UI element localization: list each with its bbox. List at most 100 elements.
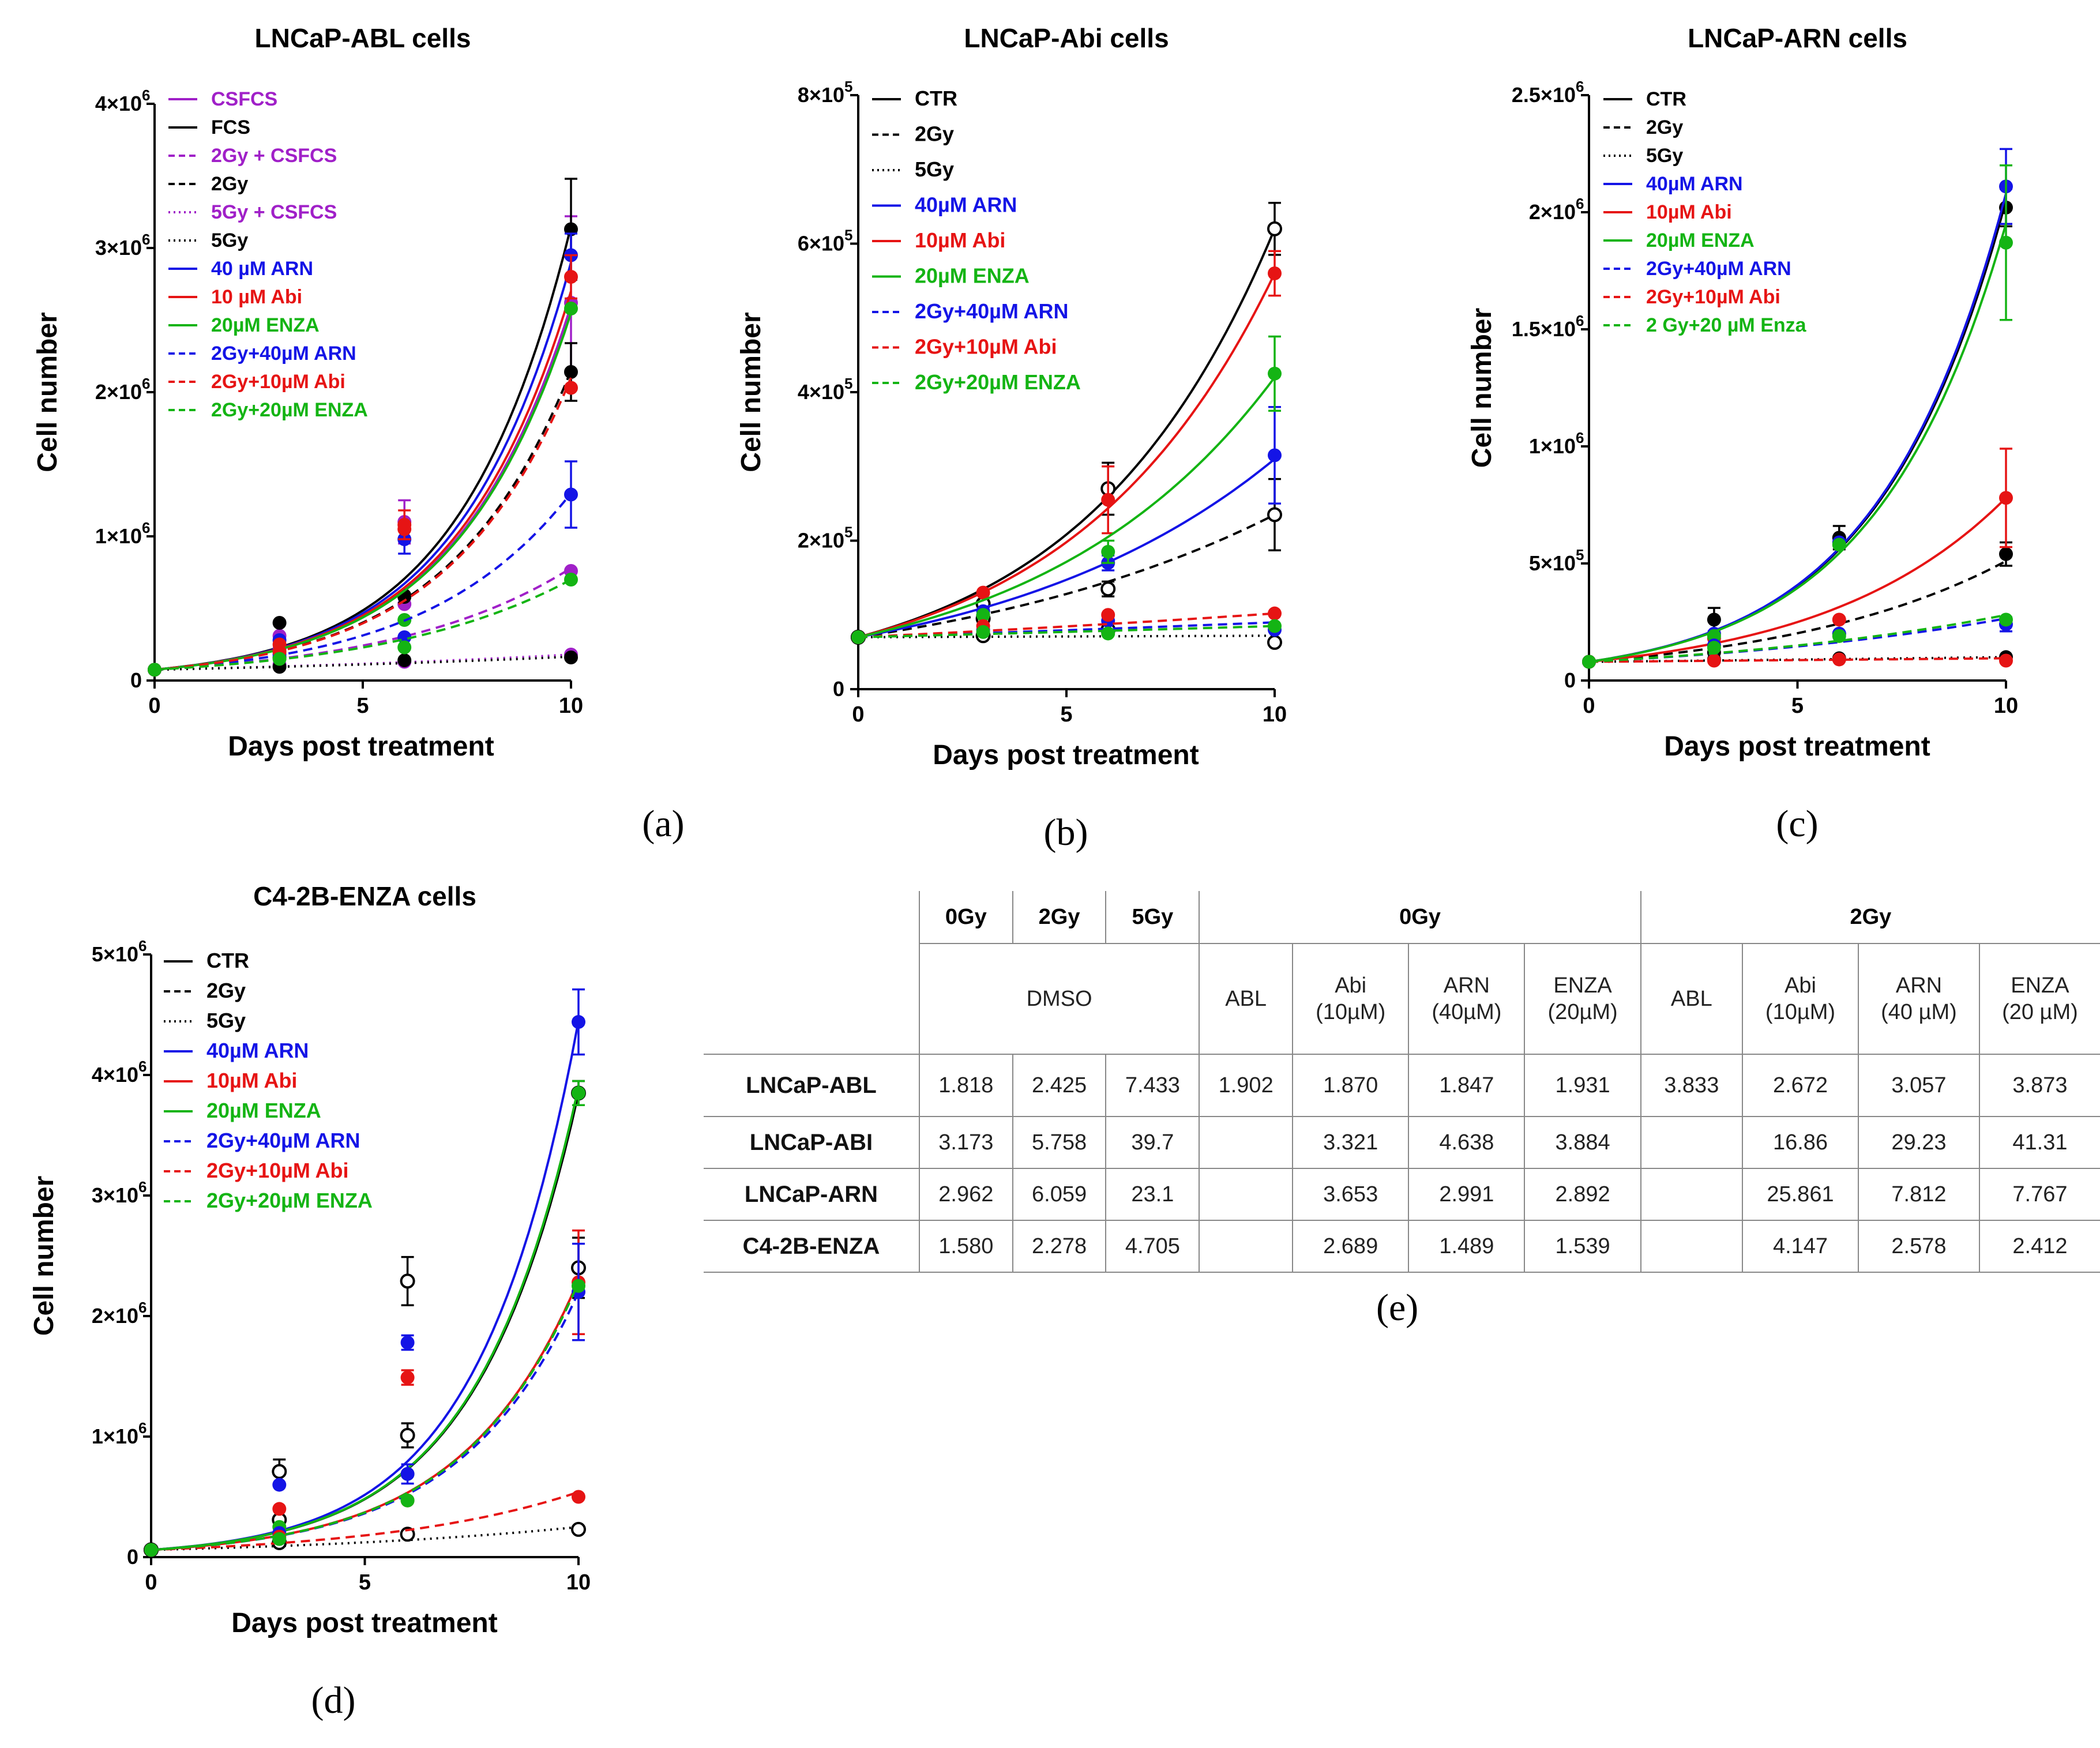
row-label: LNCaP-ABI	[704, 1117, 919, 1169]
y-tick-label: 4×10	[798, 380, 844, 404]
series-line	[154, 578, 572, 671]
series-line	[154, 492, 572, 671]
table-cell: 41.31	[1978, 1117, 2100, 1169]
series-group	[1582, 148, 2013, 669]
table-cell: 29.23	[1858, 1117, 1979, 1169]
legend-label: 2Gy + CSFCS	[211, 145, 337, 167]
table-cell: 4.147	[1741, 1220, 1859, 1273]
data-point	[1999, 491, 2013, 505]
y-tick-exponent: 6	[142, 519, 150, 536]
legend-label: 2Gy	[206, 979, 246, 1002]
series-line	[858, 513, 1275, 638]
x-tick-label: 10	[559, 694, 583, 718]
series-group	[851, 622, 1282, 650]
legend-label: 20µM ENZA	[1646, 230, 1755, 251]
series-group	[148, 342, 578, 677]
data-point	[400, 1335, 415, 1349]
data-point	[1268, 619, 1282, 633]
y-tick-label: 2×10	[798, 529, 844, 552]
legend-label: CTR	[1646, 88, 1686, 110]
series-group	[144, 1279, 585, 1557]
table-cell: 3.057	[1858, 1054, 1979, 1117]
panel-label-e: (e)	[1376, 1287, 1419, 1329]
y-tick-exponent: 6	[138, 1299, 146, 1316]
table-cell: 4.705	[1105, 1220, 1200, 1273]
series-group	[1582, 612, 2013, 669]
chart-title: LNCaP-ARN cells	[1688, 23, 1907, 53]
row-label: C4-2B-ENZA	[704, 1220, 919, 1273]
table-cell: 16.86	[1741, 1117, 1859, 1169]
y-tick-exponent: 5	[844, 524, 852, 541]
data-point	[397, 522, 412, 536]
series-line	[1588, 497, 2007, 663]
table-cell: 2.578	[1858, 1220, 1979, 1273]
table-cell	[1640, 1220, 1742, 1273]
table-cell: 1.847	[1408, 1054, 1525, 1117]
data-point	[564, 487, 578, 502]
legend-label: 40µM ARN	[206, 1039, 309, 1062]
header-corner	[704, 891, 919, 943]
series-line	[1588, 617, 2007, 663]
data-point	[272, 1478, 287, 1492]
legend-label: 20µM ENZA	[206, 1099, 321, 1122]
legend-label: 2Gy+10µM Abi	[1646, 286, 1780, 308]
table-cell	[1199, 1220, 1293, 1273]
x-tick-label: 10	[1263, 702, 1287, 727]
legend-label: 10 µM Abi	[211, 286, 302, 308]
table-cell: 39.7	[1105, 1117, 1200, 1169]
legend-label: 5Gy	[1646, 145, 1683, 167]
y-tick-exponent: 6	[142, 375, 150, 392]
data-point	[397, 653, 412, 667]
legend-label: 2Gy+20µM ENZA	[915, 370, 1081, 394]
legend-label: 10µM Abi	[1646, 201, 1732, 223]
table-cell: 2.412	[1978, 1220, 2100, 1273]
header-sub: ARN (40µM)	[1408, 943, 1525, 1055]
y-tick-exponent: 5	[844, 227, 852, 244]
data-point	[564, 302, 578, 315]
table-cell: 2.689	[1292, 1220, 1409, 1273]
table-cell	[1640, 1168, 1742, 1221]
data-point	[148, 663, 161, 677]
series-group	[1582, 541, 2013, 669]
table-cell: 1.539	[1524, 1220, 1641, 1273]
legend-label: 2Gy+10µM Abi	[211, 371, 345, 393]
table-header-top: 0Gy 2Gy 5Gy 0Gy 2Gy	[704, 891, 2100, 944]
y-tick-label: 2×10	[1529, 200, 1576, 224]
series-line	[858, 228, 1276, 638]
legend-label: CTR	[915, 87, 957, 110]
header-corner-sub	[704, 943, 919, 1055]
y-axis-label: Cell number	[32, 312, 63, 472]
x-tick-label: 10	[566, 1570, 591, 1595]
data-point	[572, 1086, 585, 1100]
header-5gy: 5Gy	[1105, 891, 1200, 944]
series-group	[144, 1229, 585, 1557]
panel-label-c: (c)	[1776, 803, 1818, 845]
data-point	[564, 365, 578, 379]
panel-label-d: (d)	[311, 1679, 356, 1721]
legend-label: 2Gy+40µM ARN	[915, 299, 1069, 323]
data-point	[1268, 606, 1282, 621]
table-cell: 7.767	[1978, 1168, 2100, 1221]
table-cell: 7.433	[1105, 1054, 1200, 1117]
legend-label: 5Gy	[915, 157, 954, 181]
data-point	[1267, 221, 1282, 236]
y-tick-exponent: 6	[1576, 195, 1584, 212]
table-cell: 2.672	[1741, 1054, 1859, 1117]
y-tick-exponent: 6	[1576, 312, 1584, 329]
y-tick-label: 5×10	[1529, 551, 1576, 575]
series-line	[858, 625, 1275, 638]
y-tick-label: 0	[833, 677, 844, 701]
table-cell: 6.059	[1012, 1168, 1106, 1221]
header-sub: Abi (10µM)	[1292, 943, 1409, 1055]
table-cell: 2.425	[1012, 1054, 1106, 1117]
y-axis-label: Cell number	[1467, 308, 1497, 468]
series-group	[148, 377, 578, 677]
y-tick-label: 3×10	[95, 236, 142, 260]
series-group	[144, 1080, 585, 1557]
data-point	[571, 1521, 586, 1537]
data-point	[1999, 653, 2013, 668]
table-cell: 2.991	[1408, 1168, 1525, 1221]
table-row: LNCaP-ARN 2.962 6.059 23.1 3.653 2.991 2…	[704, 1168, 2100, 1221]
